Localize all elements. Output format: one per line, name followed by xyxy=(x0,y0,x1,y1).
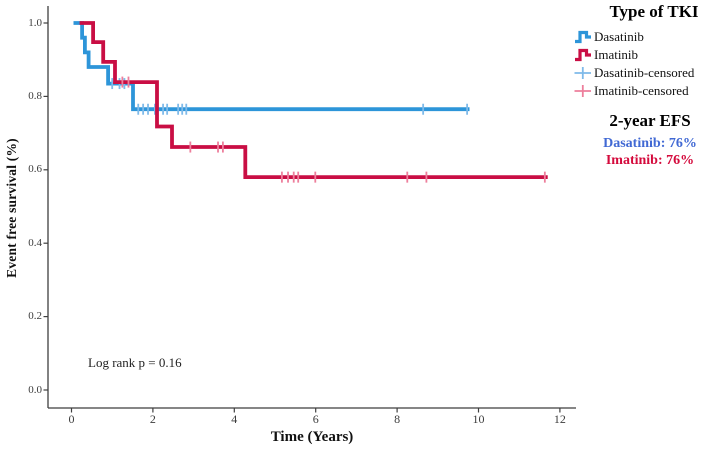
efs-value-line: Imatinib: 76% xyxy=(605,153,695,168)
y-tick-label: 0.6 xyxy=(28,163,42,176)
y-tick-label: 0.8 xyxy=(28,89,42,102)
x-axis-label: Time (Years) xyxy=(270,429,354,445)
x-tick-label: 8 xyxy=(394,412,401,426)
efs-value-line: Dasatinib: 76% xyxy=(603,136,697,151)
step-line-icon xyxy=(575,48,591,61)
legend-item: Imatinib xyxy=(574,46,726,63)
y-tick-label: 0.2 xyxy=(28,310,42,323)
y-axis-label: Event free survival (%) xyxy=(4,138,19,278)
y-tick-label: 0.0 xyxy=(28,383,42,396)
log-rank-annotation: Log rank p = 0.16 xyxy=(88,355,182,370)
x-tick-label: 10 xyxy=(472,412,485,426)
x-tick-label: 6 xyxy=(312,412,319,426)
legend-title: Type of TKI xyxy=(609,2,699,21)
legend-item-label: Dasatinib xyxy=(594,28,644,44)
x-tick-label: 0 xyxy=(68,412,75,426)
efs-heading: 2-year EFS xyxy=(609,111,691,130)
legend-item-label: Imatinib xyxy=(594,46,639,62)
y-tick-label: 1.0 xyxy=(28,16,42,29)
imatinib-curve xyxy=(79,21,548,179)
legend-item: Dasatinib-censored xyxy=(574,64,726,81)
step-line-icon xyxy=(575,30,591,43)
y-tick-label: 0.4 xyxy=(28,236,42,249)
legend: Type of TKI Dasatinib Imatinib Dasatinib-c… xyxy=(574,2,726,169)
censor-plus-icon xyxy=(574,66,591,79)
legend-items: Dasatinib Imatinib Dasatinib-censored Imati… xyxy=(574,28,726,99)
legend-item-label: Dasatinib-censored xyxy=(594,64,695,80)
x-tick-label: 2 xyxy=(149,412,156,426)
x-tick-label: 4 xyxy=(231,412,238,426)
x-tick-label: 12 xyxy=(553,412,566,426)
efs-lines: Dasatinib: 76% Imatinib: 76% xyxy=(574,135,726,169)
censor-plus-icon xyxy=(574,84,591,97)
dasatinib-curve xyxy=(73,21,470,112)
legend-item-label: Imatinib-censored xyxy=(594,82,689,98)
legend-item: Imatinib-censored xyxy=(574,82,726,99)
efs-block: 2-year EFS Dasatinib: 76% Imatinib: 76% xyxy=(574,111,726,169)
legend-item: Dasatinib xyxy=(574,28,726,45)
